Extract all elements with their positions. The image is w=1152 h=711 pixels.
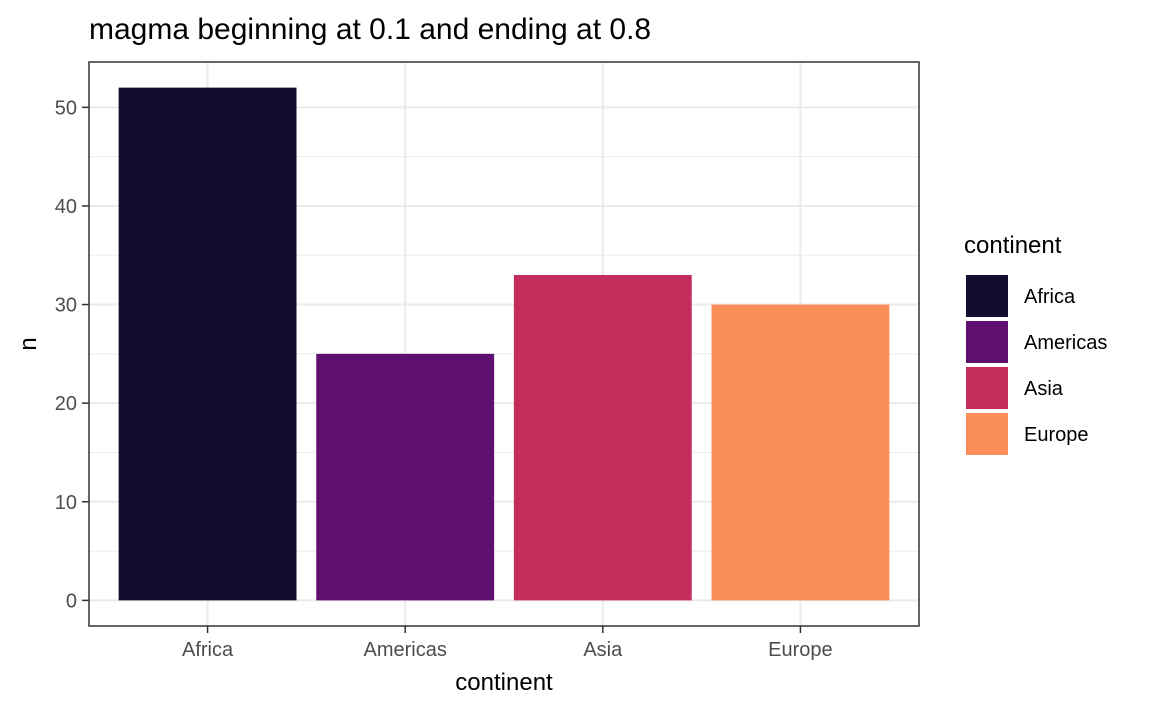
y-tick-label: 20 [55, 393, 77, 415]
legend: continent Africa Americas Asia Europe [964, 232, 1107, 455]
y-tick-label: 30 [55, 295, 77, 317]
y-tick-label: 10 [55, 492, 77, 514]
legend-key-africa [966, 275, 1008, 317]
legend-label: Asia [1024, 378, 1064, 400]
y-axis-title: n [15, 337, 42, 350]
bar-americas [316, 353, 495, 601]
legend-label: Africa [1024, 286, 1076, 308]
y-axis: 0 10 20 30 40 50 [55, 97, 89, 612]
x-tick-label: Americas [364, 639, 447, 661]
legend-label: Americas [1024, 332, 1107, 354]
legend-key-americas [966, 321, 1008, 363]
y-tick-label: 0 [66, 590, 77, 612]
bar-africa [118, 87, 297, 601]
legend-key-asia [966, 367, 1008, 409]
bars [118, 87, 890, 601]
x-tick-label: Europe [768, 639, 833, 661]
legend-label: Europe [1024, 424, 1089, 446]
y-tick-label: 50 [55, 97, 77, 119]
x-axis-title: continent [455, 669, 553, 696]
legend-title: continent [964, 232, 1062, 259]
y-tick-label: 40 [55, 196, 77, 218]
bar-asia [513, 274, 692, 601]
plot-panel [88, 61, 920, 627]
x-axis: Africa Americas Asia Europe [182, 626, 833, 661]
legend-key-europe [966, 413, 1008, 455]
chart-title: magma beginning at 0.1 and ending at 0.8 [89, 13, 651, 46]
bar-europe [711, 304, 890, 601]
x-tick-label: Asia [583, 639, 623, 661]
legend-items: Africa Americas Asia Europe [966, 275, 1107, 455]
x-tick-label: Africa [182, 639, 234, 661]
panel-border [88, 61, 920, 627]
